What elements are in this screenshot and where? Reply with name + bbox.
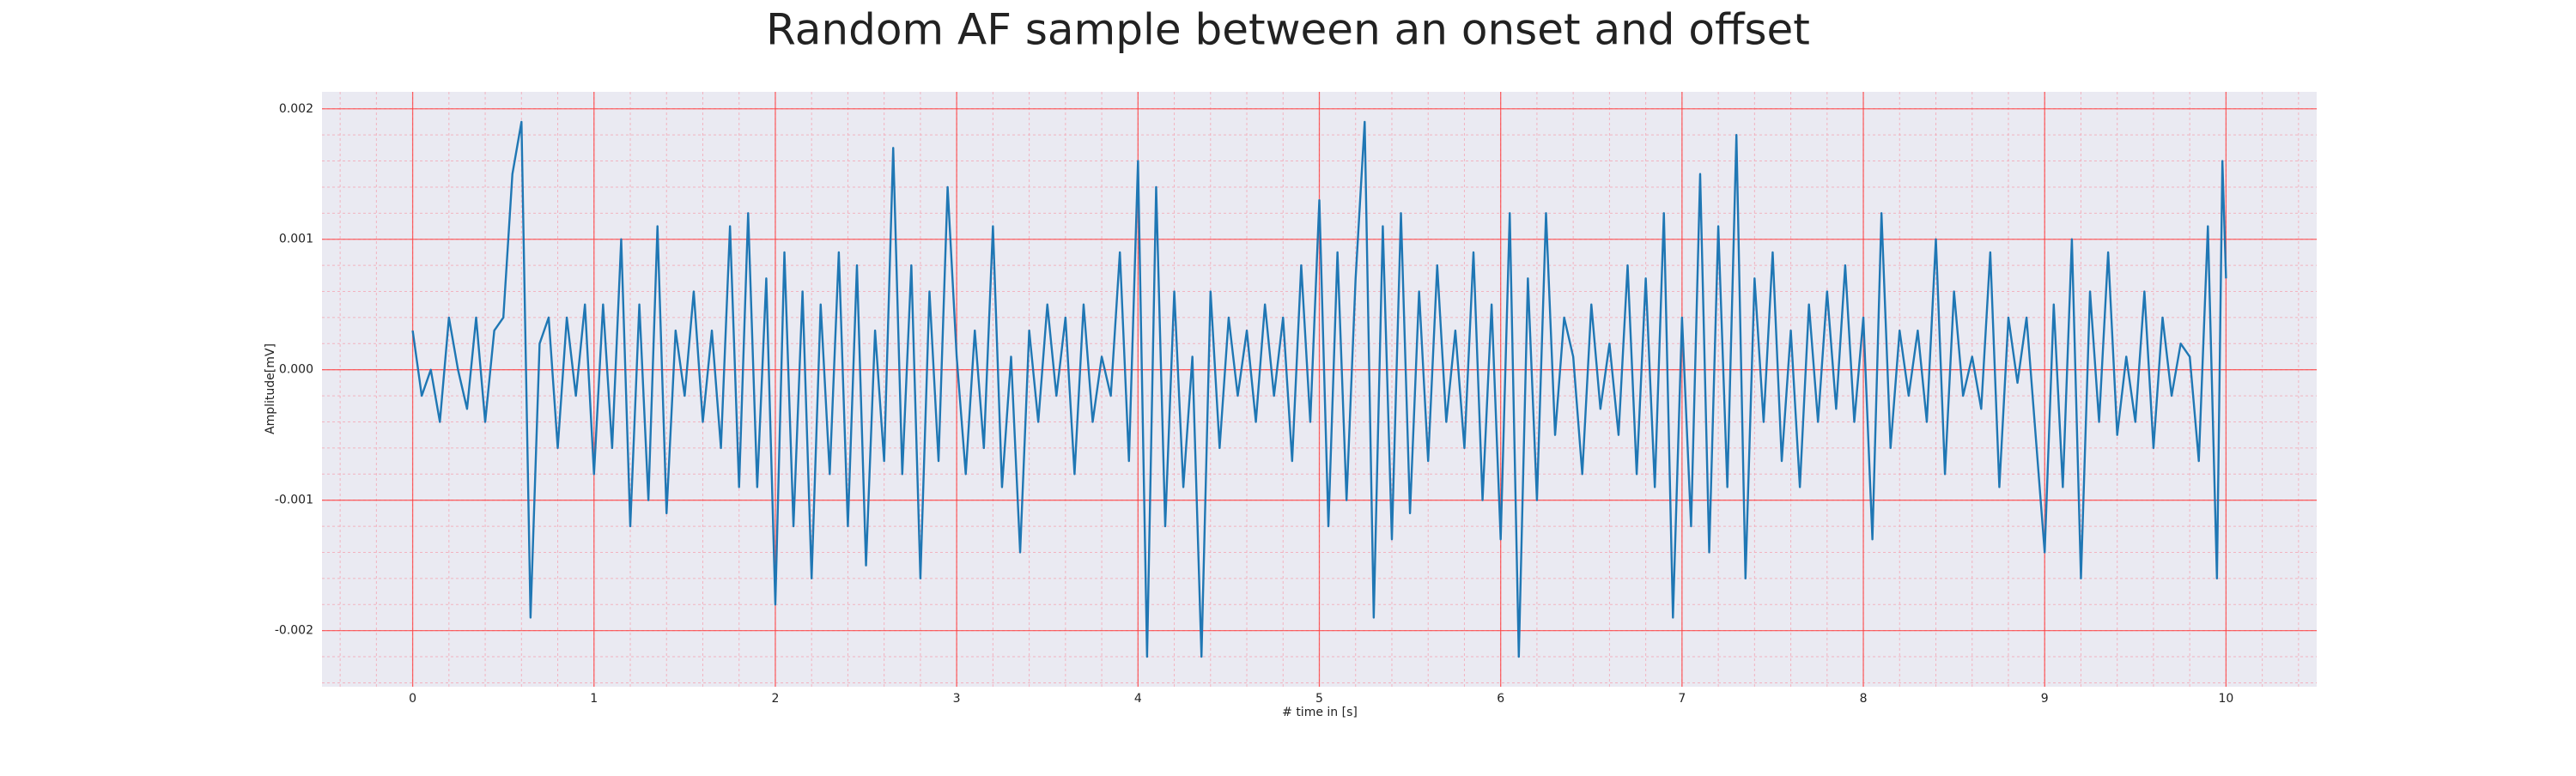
data-line bbox=[411, 120, 2227, 658]
x-tick-label: 1 bbox=[590, 692, 598, 706]
x-tick-label: 7 bbox=[1678, 692, 1686, 706]
x-tick-label: 10 bbox=[2218, 692, 2233, 706]
x-tick-label: 2 bbox=[771, 692, 779, 706]
y-tick-label: -0.002 bbox=[275, 624, 313, 638]
y-axis-label: Amplitude[mV] bbox=[264, 343, 277, 434]
y-tick-label: 0.002 bbox=[279, 102, 313, 116]
chart-title: Random AF sample between an onset and of… bbox=[766, 5, 1810, 55]
x-axis-label: # time in [s] bbox=[1282, 706, 1358, 719]
x-tick-label: 6 bbox=[1497, 692, 1504, 706]
x-tick-label: 4 bbox=[1134, 692, 1142, 706]
y-tick-label: -0.001 bbox=[275, 494, 313, 507]
x-tick-label: 3 bbox=[953, 692, 961, 706]
y-tick-label: 0.000 bbox=[279, 363, 313, 377]
x-tick-label: 8 bbox=[1860, 692, 1868, 706]
y-tick-label: 0.001 bbox=[279, 233, 313, 246]
x-tick-label: 9 bbox=[2041, 692, 2049, 706]
x-tick-label: 5 bbox=[1315, 692, 1323, 706]
x-tick-label: 0 bbox=[409, 692, 416, 706]
